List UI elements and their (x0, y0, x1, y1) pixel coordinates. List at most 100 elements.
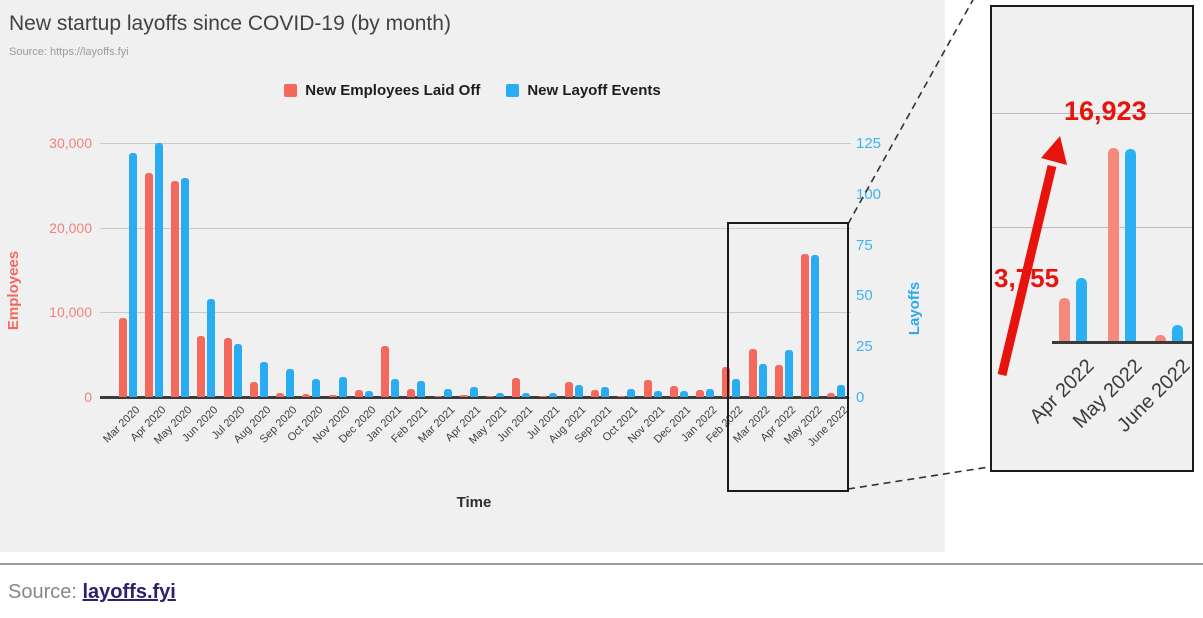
employees-bar (538, 396, 547, 397)
inset-employees-bar (1107, 148, 1119, 341)
chart-panel: New startup layoffs since COVID-19 (by m… (0, 0, 945, 552)
chart-subtitle: Source: https://layoffs.fyi (9, 46, 129, 58)
events-bar (496, 392, 504, 397)
inset-gridline (992, 113, 1192, 114)
x-axis-line (100, 396, 848, 399)
employees-bar (617, 395, 626, 397)
employees-bar (774, 365, 783, 397)
events-bar (784, 350, 793, 397)
employees-bar (249, 381, 258, 397)
inset-employees-bar (1155, 335, 1166, 341)
employees-bar (223, 337, 232, 397)
left-axis-tick-label: 0 (84, 389, 92, 405)
footer: Source: layoffs.fyi (8, 581, 176, 604)
legend-label-events: New Layoff Events (527, 82, 661, 99)
events-bar (233, 344, 242, 397)
inset-events-bar (1076, 278, 1087, 341)
events-bar (601, 386, 609, 397)
inset-axis-line (1052, 341, 1192, 344)
events-swatch-icon (506, 84, 520, 97)
events-bar (286, 368, 294, 397)
employees-bar (827, 392, 836, 397)
employees-bar (354, 390, 363, 397)
events-bar (443, 388, 452, 397)
right-axis-title: Layoffs (906, 281, 924, 336)
gridline (100, 143, 851, 144)
events-bar (128, 153, 137, 397)
employees-bar (512, 377, 521, 397)
employees-bar (144, 172, 153, 397)
gridline (100, 312, 851, 314)
events-bar (811, 254, 819, 397)
events-bar (548, 392, 557, 397)
employees-bar (118, 318, 127, 397)
events-bar (364, 390, 373, 397)
inset-gridline (992, 227, 1192, 228)
legend-item-employees: New Employees Laid Off (284, 82, 480, 99)
divider (0, 563, 1203, 565)
source-label: Source: (8, 581, 77, 603)
inset-employees-bar (1059, 298, 1070, 341)
events-bar (207, 299, 216, 397)
inset-annotation-apr-value: 3,755 (994, 263, 1060, 293)
inset-annotation-may-value: 16,923 (1064, 96, 1147, 126)
right-axis-tick-label: 125 (856, 135, 882, 152)
employees-bar (328, 395, 337, 397)
events-bar (522, 392, 531, 397)
left-axis-tick-label: 30,000 (49, 135, 92, 151)
employees-bar (302, 394, 311, 397)
employees-bar (197, 336, 206, 397)
events-bar (154, 143, 163, 397)
employees-bar (669, 385, 678, 397)
employees-bar (276, 392, 284, 397)
left-axis-tick-label: 10,000 (49, 304, 92, 321)
employees-bar (801, 253, 809, 397)
zoom-region-box (727, 222, 849, 492)
right-axis-tick-label: 0 (856, 389, 865, 406)
employees-bar (591, 390, 599, 397)
zoom-inset-panel: Apr 2022 May 2022 June 2022 (990, 5, 1194, 472)
employees-bar (171, 181, 179, 397)
employees-bar (433, 396, 442, 397)
employees-bar (696, 390, 704, 397)
events-bar (837, 384, 846, 397)
events-bar (627, 388, 636, 397)
events-bar (391, 378, 399, 397)
employees-bar (459, 394, 468, 397)
gridline (100, 227, 851, 229)
employees-bar (381, 346, 389, 397)
legend-label-employees: New Employees Laid Off (305, 82, 481, 99)
chart-title: New startup layoffs since COVID-19 (by m… (9, 12, 451, 35)
events-bar (732, 378, 741, 397)
events-bar (312, 378, 321, 397)
employees-bar (486, 396, 494, 397)
inset-events-bar (1172, 324, 1183, 341)
employees-bar (564, 381, 573, 397)
events-bar (758, 364, 767, 397)
events-bar (706, 388, 714, 397)
source-link[interactable]: layoffs.fyi (82, 581, 176, 603)
inset-events-bar (1124, 149, 1136, 341)
right-axis-tick-label: 25 (856, 338, 873, 356)
employees-swatch-icon (284, 84, 298, 97)
right-axis-tick-label: 100 (856, 185, 882, 203)
employees-bar (407, 389, 416, 397)
events-bar (338, 376, 347, 397)
right-axis-tick-label: 75 (856, 236, 873, 254)
events-bar (181, 177, 189, 397)
events-bar (417, 380, 426, 397)
x-axis-title: Time (456, 494, 492, 511)
employees-bar (643, 380, 652, 397)
events-bar (679, 390, 688, 397)
right-axis-tick-label: 50 (856, 287, 873, 305)
events-bar (574, 384, 583, 397)
employees-bar (748, 348, 757, 397)
events-bar (259, 362, 268, 397)
legend: New Employees Laid Off New Layoff Events (0, 82, 945, 99)
employees-bar (722, 367, 731, 397)
legend-item-events: New Layoff Events (506, 82, 661, 99)
events-bar (653, 390, 662, 397)
events-bar (469, 386, 478, 397)
left-axis-tick-label: 20,000 (49, 219, 92, 236)
